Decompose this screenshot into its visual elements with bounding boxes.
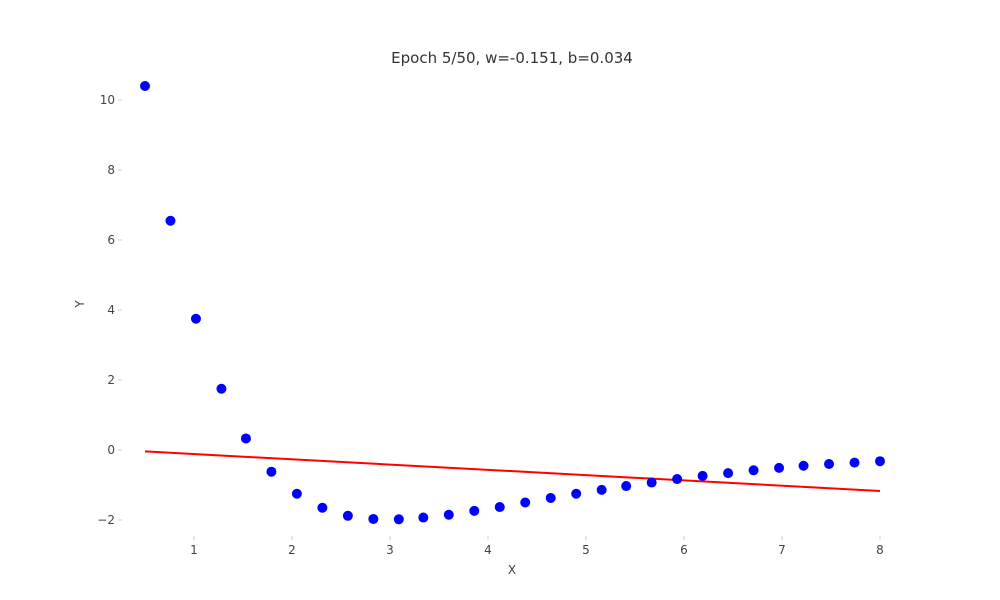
y-tick-label: 0 — [107, 443, 115, 457]
data-point — [520, 497, 531, 508]
data-point — [140, 81, 150, 91]
data-point — [723, 468, 734, 479]
data-point — [672, 474, 683, 485]
plot-area — [140, 81, 885, 525]
data-point — [216, 383, 227, 394]
data-point — [418, 512, 429, 523]
y-tick-label: 4 — [107, 303, 115, 317]
data-point — [494, 502, 505, 513]
data-point — [824, 459, 835, 469]
data-point — [646, 477, 657, 488]
x-axis-label: X — [508, 563, 516, 577]
data-point — [165, 215, 176, 226]
y-tick-label: 8 — [107, 163, 115, 177]
x-tick-label: 8 — [876, 543, 884, 557]
x-axis: 1 2 3 4 5 6 7 8 — [190, 536, 884, 557]
y-tick-label: 10 — [100, 93, 115, 107]
data-point — [748, 465, 759, 476]
x-tick-label: 6 — [680, 543, 688, 557]
data-point — [621, 481, 632, 492]
y-tick-label: 6 — [107, 233, 115, 247]
data-point — [571, 488, 582, 499]
regression-line — [144, 450, 881, 492]
x-tick-label: 2 — [288, 543, 296, 557]
data-point — [240, 433, 251, 444]
data-point — [596, 484, 607, 495]
data-point — [190, 313, 201, 324]
x-tick-label: 5 — [582, 543, 590, 557]
x-tick-label: 1 — [190, 543, 198, 557]
data-point — [545, 492, 556, 503]
data-point — [798, 460, 809, 471]
y-tick-label: −2 — [97, 513, 115, 527]
chart-title: Epoch 5/50, w=-0.151, b=0.034 — [391, 49, 633, 67]
y-tick-label: 2 — [107, 373, 115, 387]
y-axis: −2 0 2 4 6 8 10 — [97, 93, 122, 527]
data-point — [342, 510, 353, 521]
data-point — [697, 470, 708, 481]
data-point — [266, 466, 277, 477]
x-tick-label: 7 — [778, 543, 786, 557]
data-point — [849, 457, 860, 468]
y-axis-label: Y — [73, 300, 87, 309]
data-point — [291, 488, 302, 499]
data-point — [875, 456, 885, 467]
data-point — [774, 462, 785, 473]
x-tick-label: 3 — [386, 543, 394, 557]
x-tick-label: 4 — [484, 543, 492, 557]
data-point — [469, 505, 480, 516]
data-point — [443, 509, 454, 520]
data-point — [317, 502, 328, 513]
data-point — [368, 513, 379, 524]
data-point — [393, 514, 404, 525]
